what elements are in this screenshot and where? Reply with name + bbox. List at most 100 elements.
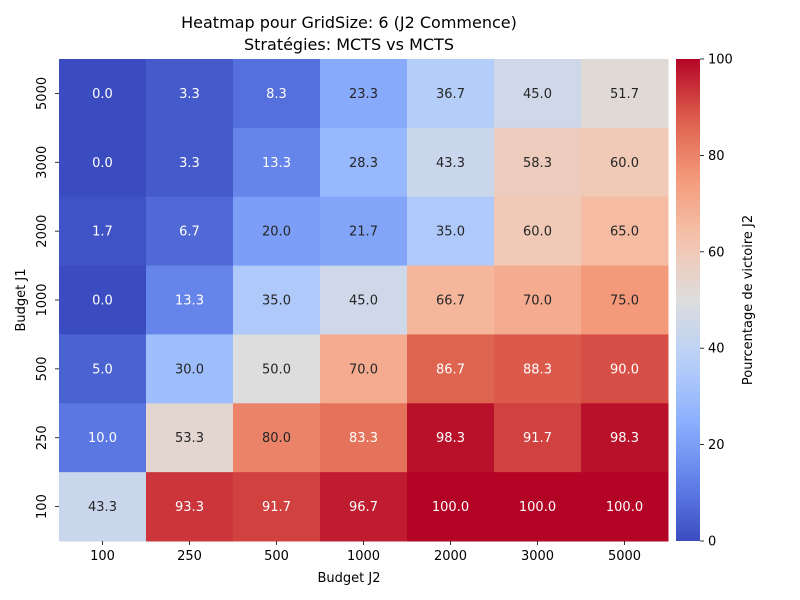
heatmap-cell xyxy=(233,59,321,129)
heatmap-cells xyxy=(59,59,669,542)
heatmap-cell xyxy=(581,127,669,198)
cell-value-label: 43.3 xyxy=(436,156,465,171)
cell-value-label: 66.7 xyxy=(436,294,465,309)
colorbar-tick-label: 60 xyxy=(708,245,725,260)
heatmap-cell xyxy=(233,403,321,473)
cell-value-label: 53.3 xyxy=(175,431,204,446)
heatmap-cell xyxy=(407,403,495,473)
x-axis-ticks: 100 250 500 1000 2000 3000 5000 xyxy=(90,541,641,564)
cell-value-label: 70.0 xyxy=(349,362,378,377)
heatmap-cell xyxy=(320,59,408,129)
heatmap-cell xyxy=(407,59,495,129)
cell-value-label: 35.0 xyxy=(436,225,465,240)
colorbar-label: Pourcentage de victoire J2 xyxy=(741,215,756,385)
chart-title: Heatmap pour GridSize: 6 (J2 Commence) xyxy=(181,13,517,32)
cell-value-label: 58.3 xyxy=(523,156,552,171)
cell-value-label: 90.0 xyxy=(610,362,639,377)
cell-value-label: 75.0 xyxy=(610,294,639,309)
y-axis-ticks: 5000 3000 2000 1000 500 250 100 xyxy=(35,77,59,519)
cell-value-label: 98.3 xyxy=(610,431,639,446)
heatmap-cell xyxy=(146,196,234,267)
heatmap-cell xyxy=(581,334,669,404)
heatmap-cell xyxy=(494,265,582,335)
heatmap-cell xyxy=(233,265,321,335)
heatmap-cell xyxy=(494,59,582,129)
heatmap-cell xyxy=(407,334,495,404)
cell-value-label: 0.0 xyxy=(92,156,113,171)
cell-value-label: 100.0 xyxy=(519,500,556,515)
cell-value-label: 96.7 xyxy=(349,500,378,515)
heatmap-cell xyxy=(233,472,321,542)
heatmap-cell xyxy=(320,127,408,198)
heatmap-cell-labels: 0.0 3.3 8.3 23.3 36.7 45.0 51.7 0.0 3.3 13.3 28.3 4… xyxy=(88,87,643,515)
cell-value-label: 13.3 xyxy=(262,156,291,171)
cell-value-label: 86.7 xyxy=(436,362,465,377)
heatmap-cell xyxy=(59,334,147,404)
cell-value-label: 23.3 xyxy=(349,87,378,102)
heatmap-cell xyxy=(146,59,234,129)
heatmap-cell xyxy=(494,196,582,267)
cell-value-label: 83.3 xyxy=(349,431,378,446)
x-tick-label: 500 xyxy=(264,549,289,564)
cell-value-label: 91.7 xyxy=(262,500,291,515)
cell-value-label: 8.3 xyxy=(266,87,287,102)
heatmap-cell xyxy=(581,403,669,473)
cell-value-label: 45.0 xyxy=(523,87,552,102)
heatmap-cell xyxy=(59,59,147,129)
cell-value-label: 70.0 xyxy=(523,294,552,309)
cell-value-label: 0.0 xyxy=(92,87,113,102)
cell-value-label: 6.7 xyxy=(179,225,200,240)
heatmap-cell xyxy=(581,59,669,129)
cell-value-label: 35.0 xyxy=(262,294,291,309)
cell-value-label: 3.3 xyxy=(179,87,200,102)
cell-value-label: 91.7 xyxy=(523,431,552,446)
cell-value-label: 50.0 xyxy=(262,362,291,377)
heatmap-cell xyxy=(320,472,408,542)
heatmap-cell xyxy=(494,334,582,404)
heatmap-cell xyxy=(233,334,321,404)
heatmap-cell xyxy=(146,265,234,335)
cell-value-label: 45.0 xyxy=(349,294,378,309)
cell-value-label: 43.3 xyxy=(88,500,117,515)
colorbar-tick-label: 80 xyxy=(708,149,725,164)
heatmap-cell xyxy=(494,403,582,473)
y-tick-label: 500 xyxy=(35,356,50,381)
heatmap-cell xyxy=(233,127,321,198)
cell-value-label: 0.0 xyxy=(92,294,113,309)
heatmap-cell xyxy=(581,472,669,542)
heatmap-cell xyxy=(59,265,147,335)
heatmap-cell xyxy=(59,403,147,473)
cell-value-label: 93.3 xyxy=(175,500,204,515)
heatmap-cell xyxy=(59,127,147,198)
cell-value-label: 65.0 xyxy=(610,225,639,240)
heatmap-cell xyxy=(320,334,408,404)
cell-value-label: 13.3 xyxy=(175,294,204,309)
cell-value-label: 88.3 xyxy=(523,362,552,377)
cell-value-label: 60.0 xyxy=(523,225,552,240)
heatmap-cell xyxy=(407,127,495,198)
cell-value-label: 21.7 xyxy=(349,225,378,240)
x-tick-label: 1000 xyxy=(347,549,380,564)
cell-value-label: 1.7 xyxy=(92,225,113,240)
heatmap-cell xyxy=(581,265,669,335)
colorbar-tick-label: 100 xyxy=(708,53,733,68)
colorbar-ticks: 0 20 40 60 80 100 xyxy=(700,53,733,550)
x-axis-label: Budget J2 xyxy=(318,571,381,586)
heatmap-cell xyxy=(59,472,147,542)
heatmap-cell xyxy=(146,127,234,198)
colorbar xyxy=(676,59,700,541)
y-tick-label: 1000 xyxy=(35,283,50,316)
y-tick-label: 2000 xyxy=(35,215,50,248)
x-tick-label: 100 xyxy=(90,549,115,564)
heatmap-cell xyxy=(494,127,582,198)
heatmap-cell xyxy=(494,472,582,542)
colorbar-tick-label: 40 xyxy=(708,342,725,357)
y-axis-label: Budget J1 xyxy=(14,269,29,332)
cell-value-label: 3.3 xyxy=(179,156,200,171)
heatmap-cell xyxy=(146,472,234,542)
x-tick-label: 5000 xyxy=(608,549,641,564)
cell-value-label: 51.7 xyxy=(610,87,639,102)
colorbar-tick-label: 0 xyxy=(708,535,716,550)
cell-value-label: 60.0 xyxy=(610,156,639,171)
